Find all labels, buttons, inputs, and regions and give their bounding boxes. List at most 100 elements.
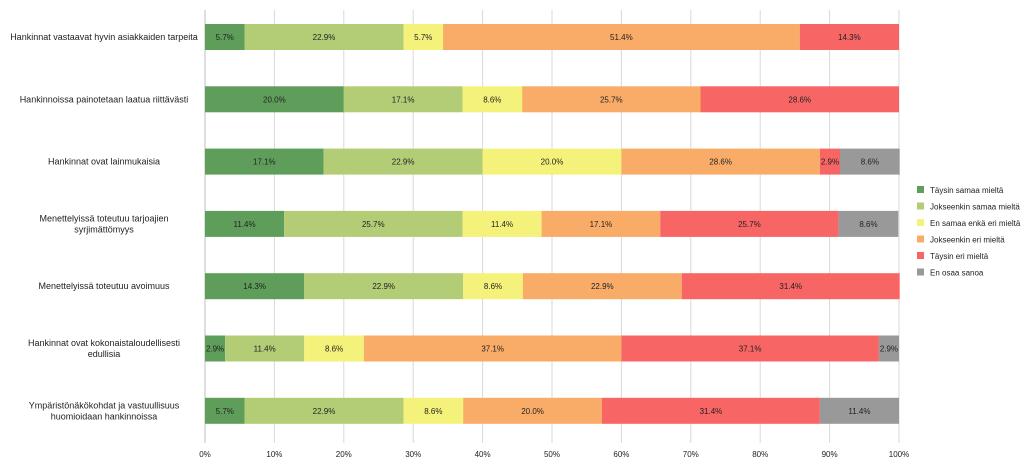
data-label: 5.7% [216,33,234,42]
legend-swatch [917,219,924,226]
data-label: 2.9% [821,158,839,167]
bar-segment [482,148,622,175]
data-label: 17.1% [392,95,415,104]
bar-segment [463,273,523,300]
data-label: 25.7% [738,220,761,229]
category-label: Hankinnat vastaavat hyvin asiakkaiden ta… [10,32,198,42]
x-tick-label: 40% [475,450,491,459]
data-label: 8.6% [325,345,343,354]
data-label: 2.9% [880,345,898,354]
bar-segment [244,24,404,50]
data-label: 8.6% [483,95,501,104]
bar-segment [205,273,305,300]
x-tick-label: 10% [266,450,282,459]
bar-segment [621,335,879,362]
bar-segment [522,273,682,300]
category-label: Ympäristönäkökohdat ja vastuullisuus huom… [29,400,180,421]
x-tick-label: 80% [752,450,768,459]
bar-segment [799,24,899,50]
bar-segment [363,335,622,362]
legend-swatch [917,268,924,276]
data-label: 37.1% [739,345,762,354]
data-label: 20.0% [263,95,286,104]
category-label: Hankinnat ovat lainmukaisia [48,157,160,167]
data-label: 5.7% [216,407,234,416]
data-label: 8.6% [424,407,442,416]
data-label: 20.0% [541,158,564,167]
x-tick-label: 90% [822,450,838,459]
bar-segment [225,335,305,362]
x-tick-label: 50% [544,450,560,459]
bar-segment [205,24,245,50]
x-tick-label: 100% [889,450,909,459]
data-label: 8.6% [484,282,502,291]
legend-swatch [917,186,924,193]
bar-segment [284,210,463,237]
data-label: 25.7% [362,220,385,229]
data-label: 22.9% [372,282,395,291]
data-label: 11.4% [848,407,870,416]
bar-segment [443,24,800,50]
bar-segment [205,210,285,237]
legend-label: En samaa enkä eri mieltä [930,219,1021,228]
data-label: 8.6% [861,158,879,167]
data-label: 31.4% [779,282,802,291]
category-label: Hankinnoissa painotetaan laatua riittävä… [20,94,189,104]
data-label: 28.6% [709,158,732,167]
bar-segment [244,397,404,424]
bar-segment [462,86,523,113]
data-label: 20.0% [521,407,544,416]
x-axis-ticks: 0% 10% 20% 30% 40% 50% 60% 70% 80% 90% 100% [199,450,909,459]
data-label: 31.4% [700,407,723,416]
data-label: 25.7% [600,95,623,104]
bar-segment [621,148,820,175]
legend-swatch [917,252,924,259]
category-label: Hankinnat ovat kokonaistaloudellisesti ed… [28,338,180,359]
bar-segment [403,397,464,424]
bars: 5.7% 22.9% 5.7% 51.4% 14.3% 20.0% 17.1% 8.6% 25.… [205,24,900,424]
bar-segment [541,210,661,237]
data-label: 8.6% [859,220,877,229]
bar-segment [878,335,899,362]
data-label: 5.7% [414,33,432,42]
legend-label: Jokseenkin eri mieltä [930,236,1005,245]
bar-segment [819,148,841,175]
bar-segment [323,148,483,175]
x-tick-label: 70% [683,450,699,459]
bar-segment [819,397,899,424]
legend-label: En osaa sanoa [930,269,984,278]
data-label: 14.3% [838,33,861,42]
data-label: 22.9% [392,158,415,167]
x-tick-label: 30% [405,450,421,459]
data-label: 11.4% [491,220,513,229]
bar-segment [205,397,245,424]
bar-segment [205,86,344,113]
data-label: 22.9% [313,33,336,42]
bar-segment [522,86,701,113]
data-label: 11.4% [234,220,256,229]
legend-label: Täysin samaa mieltä [930,186,1004,195]
data-label: 51.4% [610,33,633,42]
data-label: 17.1% [590,220,613,229]
bar-segment [205,148,324,175]
bar-segment [304,335,364,362]
bar-segment [343,86,463,113]
bar-segment [462,210,542,237]
bar-segment [205,335,226,362]
data-label: 14.3% [243,282,266,291]
legend-swatch [917,202,924,210]
data-label: 28.6% [788,95,811,104]
legend-swatch [917,235,924,243]
bar-segment [601,397,820,424]
category-label: Menettelyissä toteutuu avoimuus [38,281,170,291]
bar-segment [700,86,899,113]
legend-label: Jokseenkin samaa mieltä [930,203,1020,212]
bar-segment [840,148,900,175]
category-label: Menettelyissä toteutuu tarjoajien syrjimä… [39,213,168,234]
data-label: 22.9% [313,407,336,416]
bar-segment [838,210,899,237]
category-labels: Hankinnat vastaavat hyvin asiakkaiden ta… [10,32,198,421]
legend: Täysin samaa mieltä Jokseenkin samaa miel… [917,186,1021,278]
